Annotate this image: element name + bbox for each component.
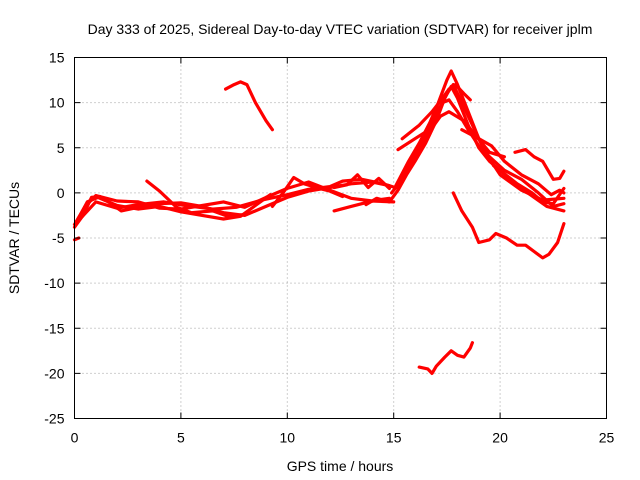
series-line-track-15	[396, 110, 506, 159]
y-tick-label: -25	[44, 411, 64, 427]
y-tick-label: 5	[57, 140, 65, 156]
x-tick-label: 15	[386, 430, 402, 446]
tick-layer: 0 5 10 15 20 25 15 10 5 0 -5 -10 -15 -20 -25	[44, 50, 614, 446]
series-line-track-16	[460, 128, 566, 197]
series-line-track-10	[364, 84, 566, 207]
y-axis-label: SDTVAR / TECUs	[6, 182, 22, 294]
series-layer	[72, 69, 566, 375]
chart-title: Day 333 of 2025, Sidereal Day-to-day VTE…	[88, 21, 593, 37]
series-line-track-18	[451, 191, 566, 260]
y-tick-label: 0	[57, 185, 65, 201]
series-line-track-7	[270, 175, 345, 208]
grid-layer	[74, 57, 607, 419]
series-line-track-17	[224, 80, 274, 132]
series-line-track-14	[400, 82, 472, 141]
x-axis-label: GPS time / hours	[287, 458, 394, 474]
x-tick-label: 0	[71, 430, 79, 446]
y-tick-label: 15	[49, 50, 65, 66]
x-tick-label: 10	[280, 430, 296, 446]
x-tick-label: 20	[492, 430, 508, 446]
y-tick-label: -5	[52, 230, 65, 246]
y-tick-label: -15	[44, 320, 64, 336]
y-tick-label: -20	[44, 365, 64, 381]
series-line-track-8	[332, 173, 391, 190]
y-tick-label: 10	[49, 95, 65, 111]
y-tick-label: -10	[44, 275, 64, 291]
series-line-track-6	[145, 179, 247, 218]
x-tick-label: 25	[599, 430, 615, 446]
series-line-track-19	[513, 148, 566, 181]
series-line-track-20	[417, 341, 474, 375]
x-tick-label: 5	[177, 430, 185, 446]
